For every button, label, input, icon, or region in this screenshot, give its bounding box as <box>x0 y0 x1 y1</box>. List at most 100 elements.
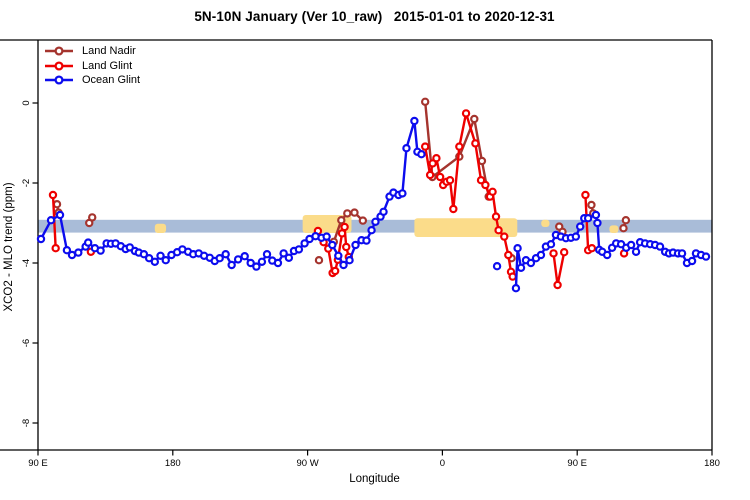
data-point-ocean-glint <box>536 250 546 260</box>
data-point-ocean-glint <box>246 258 255 268</box>
legend-item-land-glint: Land Glint <box>44 59 140 74</box>
data-point-land-glint <box>342 242 351 252</box>
data-point-ocean-glint <box>252 262 261 271</box>
data-point-ocean-glint <box>273 258 283 268</box>
data-point-land-nadir <box>470 114 479 124</box>
x-tick-label: 90 E <box>28 458 48 469</box>
legend-label-land-glint: Land Glint <box>82 59 133 72</box>
legend-item-ocean-glint: Ocean Glint <box>44 73 140 88</box>
data-point-ocean-glint <box>677 249 687 258</box>
data-point-land-glint <box>488 187 497 196</box>
data-point-ocean-glint <box>367 225 376 235</box>
data-point-land-glint <box>553 280 562 290</box>
data-point-ocean-glint <box>593 218 602 228</box>
series-line-ocean-glint <box>39 119 423 268</box>
data-point-land-glint <box>494 225 503 235</box>
y-tick-label: 0 <box>21 100 32 105</box>
data-point-land-nadir <box>619 223 628 233</box>
data-point-ocean-glint <box>328 240 337 250</box>
data-point-ocean-glint <box>379 207 388 216</box>
data-point-land-glint <box>461 109 471 118</box>
data-point-ocean-glint <box>655 242 665 251</box>
data-point-land-glint <box>449 204 458 214</box>
legend: Land Nadir Land Glint Ocean Glint <box>44 44 140 88</box>
data-point-ocean-glint <box>221 249 230 259</box>
data-point-ocean-glint <box>144 254 154 263</box>
data-point-ocean-glint <box>96 246 105 255</box>
y-axis-label: XCO2 - MLO trend (ppm) <box>3 182 15 312</box>
y-tick-label: -6 <box>21 339 32 347</box>
data-point-land-glint <box>581 190 590 200</box>
data-point-land-glint <box>481 180 490 190</box>
data-point-ocean-glint <box>402 143 411 153</box>
highlight-patch-2 <box>414 218 518 237</box>
data-point-ocean-glint <box>417 149 426 159</box>
highlight-patch-0 <box>154 223 167 233</box>
data-point-land-nadir <box>358 216 368 225</box>
x-tick-label: 180 <box>704 458 720 469</box>
data-point-ocean-glint <box>591 210 601 220</box>
data-point-ocean-glint <box>74 248 83 257</box>
x-axis-label: Longitude <box>349 473 400 485</box>
x-tick-label: 90 E <box>567 458 587 469</box>
data-point-ocean-glint <box>571 232 581 241</box>
data-point-ocean-glint <box>55 210 65 220</box>
data-point-land-nadir <box>88 213 97 222</box>
y-tick-label: -8 <box>21 419 32 427</box>
data-point-land-glint <box>337 229 347 238</box>
data-point-land-glint <box>340 222 349 232</box>
data-point-land-glint <box>420 142 430 151</box>
data-point-ocean-glint <box>687 256 697 266</box>
highlight-patch-3 <box>541 219 550 227</box>
data-point-ocean-glint <box>701 252 711 261</box>
x-tick-label: 180 <box>165 458 181 469</box>
data-point-land-glint <box>428 159 437 168</box>
land-glint-symbol-icon <box>45 61 73 71</box>
data-point-land-glint <box>504 250 513 260</box>
data-point-ocean-glint <box>262 249 272 259</box>
x-tick-label: 90 W <box>297 458 319 469</box>
data-point-ocean-glint <box>322 232 331 241</box>
data-point-ocean-glint <box>398 189 407 198</box>
data-point-land-glint <box>508 272 517 281</box>
data-point-ocean-glint <box>46 215 56 225</box>
data-point-land-glint <box>455 142 464 151</box>
data-point-ocean-glint <box>371 217 380 226</box>
data-point-ocean-glint <box>351 240 360 250</box>
data-point-ocean-glint <box>546 239 556 249</box>
data-point-ocean-glint <box>516 263 526 272</box>
data-point-land-nadir <box>477 156 487 166</box>
data-point-ocean-glint <box>362 236 371 245</box>
data-point-ocean-glint <box>150 257 160 266</box>
data-point-land-glint <box>549 249 558 258</box>
data-point-land-nadir <box>314 256 324 265</box>
data-point-land-glint <box>48 190 58 200</box>
data-point-ocean-glint <box>626 240 636 250</box>
data-point-land-nadir <box>420 97 430 107</box>
data-point-ocean-glint <box>279 249 288 258</box>
data-point-ocean-glint <box>156 251 165 260</box>
data-point-land-nadir <box>621 215 631 225</box>
data-point-ocean-glint <box>36 234 46 244</box>
data-point-ocean-glint <box>215 254 224 263</box>
data-point-ocean-glint <box>334 251 343 260</box>
data-point-ocean-glint <box>139 249 149 259</box>
data-point-ocean-glint <box>233 255 243 264</box>
data-point-ocean-glint <box>227 260 236 270</box>
data-point-land-glint <box>435 172 445 182</box>
data-point-ocean-glint <box>511 284 521 293</box>
data-point-ocean-glint <box>513 243 522 253</box>
data-point-land-glint <box>432 153 441 163</box>
data-point-ocean-glint <box>602 250 612 260</box>
data-point-land-glint <box>445 175 455 185</box>
data-point-ocean-glint <box>294 245 304 254</box>
data-point-ocean-glint <box>240 252 249 261</box>
data-point-ocean-glint <box>410 116 419 126</box>
data-point-ocean-glint <box>257 257 267 266</box>
y-tick-label: -2 <box>21 179 32 187</box>
data-point-ocean-glint <box>583 213 593 223</box>
data-point-land-glint <box>500 232 509 241</box>
data-point-ocean-glint <box>631 247 641 256</box>
legend-label-land-nadir: Land Nadir <box>82 45 136 58</box>
